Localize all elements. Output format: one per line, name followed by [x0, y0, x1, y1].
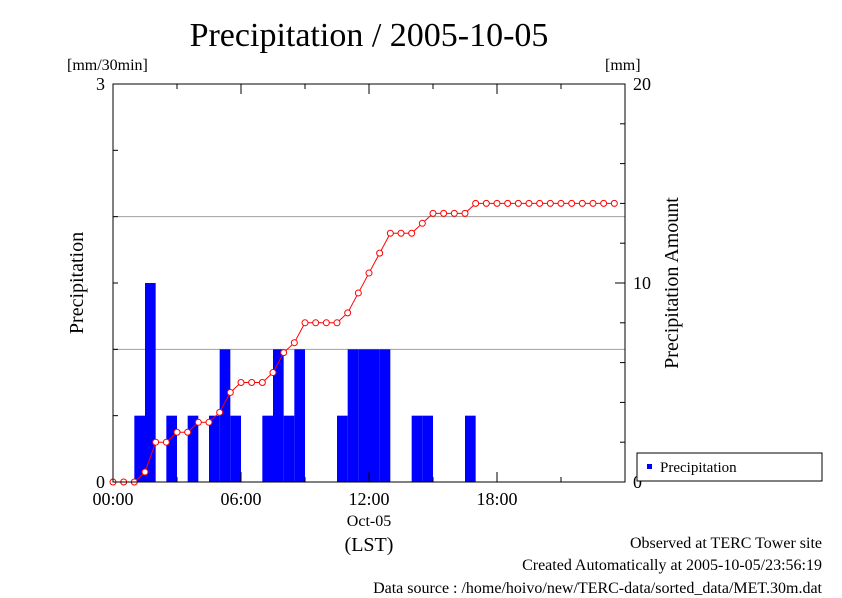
x-axis-tick-label: 12:00 — [348, 489, 389, 509]
precipitation-bar — [145, 283, 156, 482]
left-axis-label: Precipitation — [66, 232, 88, 334]
cumulative-point — [386, 229, 394, 237]
cumulative-point — [525, 199, 533, 207]
cumulative-point — [365, 269, 373, 277]
grid-lines — [113, 216, 625, 350]
left-axis-tick-label: 3 — [96, 74, 105, 94]
precipitation-bar — [379, 349, 391, 482]
precipitation-bars — [134, 283, 476, 482]
cumulative-point — [610, 199, 618, 207]
precipitation-bar — [337, 415, 348, 482]
chart-title: Precipitation / 2005-10-05 — [190, 17, 549, 54]
cumulative-point — [418, 219, 426, 227]
cumulative-point — [482, 199, 490, 207]
cumulative-point — [408, 229, 416, 237]
precipitation-bar — [219, 349, 231, 482]
cumulative-point — [429, 209, 437, 217]
precipitation-bar — [369, 349, 380, 482]
precipitation-bar — [422, 415, 433, 482]
cumulative-point — [205, 418, 213, 426]
cumulative-point — [546, 199, 554, 207]
cumulative-point — [194, 418, 202, 426]
cumulative-point — [461, 209, 469, 217]
cumulative-point — [226, 388, 234, 396]
cumulative-point — [344, 309, 352, 317]
cumulative-point — [184, 428, 192, 436]
footer-created: Created Automatically at 2005-10-05/23:5… — [522, 557, 822, 574]
cumulative-point — [152, 438, 160, 446]
precipitation-bar — [294, 349, 305, 482]
cumulative-point — [472, 199, 480, 207]
precipitation-bar — [347, 349, 359, 482]
right-axis-unit: [mm] — [605, 57, 641, 74]
footer-source: Data source : /home/hoivo/new/TERC-data/… — [373, 580, 822, 597]
left-axis-tick-label: 0 — [96, 472, 105, 492]
cumulative-point — [237, 379, 245, 386]
cumulative-point — [440, 209, 448, 217]
precipitation-bar — [262, 415, 273, 482]
cumulative-point — [216, 408, 224, 416]
right-axis-tick-label: 10 — [633, 273, 651, 293]
cumulative-point — [536, 199, 544, 207]
precipitation-bar — [187, 415, 199, 482]
cumulative-point — [312, 319, 320, 327]
x-axis-tick-label: 00:00 — [92, 489, 133, 509]
cumulative-point — [450, 209, 458, 217]
cumulative-point — [269, 369, 277, 377]
cumulative-point — [354, 289, 362, 297]
legend-swatch — [647, 464, 652, 469]
axes: 0 3 0 10 20 00:00 06:00 12:00 18:00 — [92, 74, 651, 509]
x-axis-date-label: Oct-05 — [347, 513, 391, 530]
right-axis-tick-label: 0 — [633, 472, 642, 492]
cumulative-point — [280, 349, 288, 357]
cumulative-point — [333, 319, 341, 327]
cumulative-point — [162, 438, 170, 446]
cumulative-point — [600, 199, 608, 207]
precipitation-bar — [230, 415, 241, 482]
precipitation-bar — [134, 415, 145, 482]
cumulative-point — [301, 319, 309, 327]
right-axis-tick-label: 20 — [633, 74, 651, 94]
cumulative-point — [173, 428, 181, 436]
precipitation-bar — [465, 415, 476, 482]
cumulative-point — [376, 249, 384, 257]
x-axis-unit-label: (LST) — [345, 534, 394, 556]
cumulative-point — [568, 199, 576, 207]
cumulative-point — [248, 379, 256, 386]
precipitation-bar — [166, 415, 177, 482]
precipitation-bar — [209, 415, 220, 482]
footer-site: Observed at TERC Tower site — [629, 535, 822, 552]
precipitation-bar — [273, 349, 284, 482]
precipitation-bar — [411, 415, 423, 482]
legend-label: Precipitation — [660, 460, 737, 476]
legend: Precipitation — [636, 452, 823, 482]
cumulative-point — [290, 339, 298, 347]
legend-box — [636, 452, 823, 482]
cumulative-point — [557, 199, 565, 207]
cumulative-point — [493, 199, 501, 207]
cumulative-point — [578, 199, 586, 207]
left-axis-unit: [mm/30min] — [67, 57, 148, 74]
x-axis-tick-label: 18:00 — [476, 489, 517, 509]
cumulative-point — [589, 199, 597, 207]
cumulative-point — [397, 229, 405, 237]
cumulative-point — [141, 468, 149, 476]
right-axis-label: Precipitation Amount — [661, 197, 683, 369]
x-axis-tick-label: 06:00 — [220, 489, 261, 509]
cumulative-point — [258, 379, 266, 386]
cumulative-series — [109, 199, 618, 486]
cumulative-point — [504, 199, 512, 207]
precipitation-bar — [283, 415, 295, 482]
precipitation-bar — [358, 349, 369, 482]
cumulative-point — [514, 199, 522, 207]
cumulative-point — [322, 319, 330, 327]
